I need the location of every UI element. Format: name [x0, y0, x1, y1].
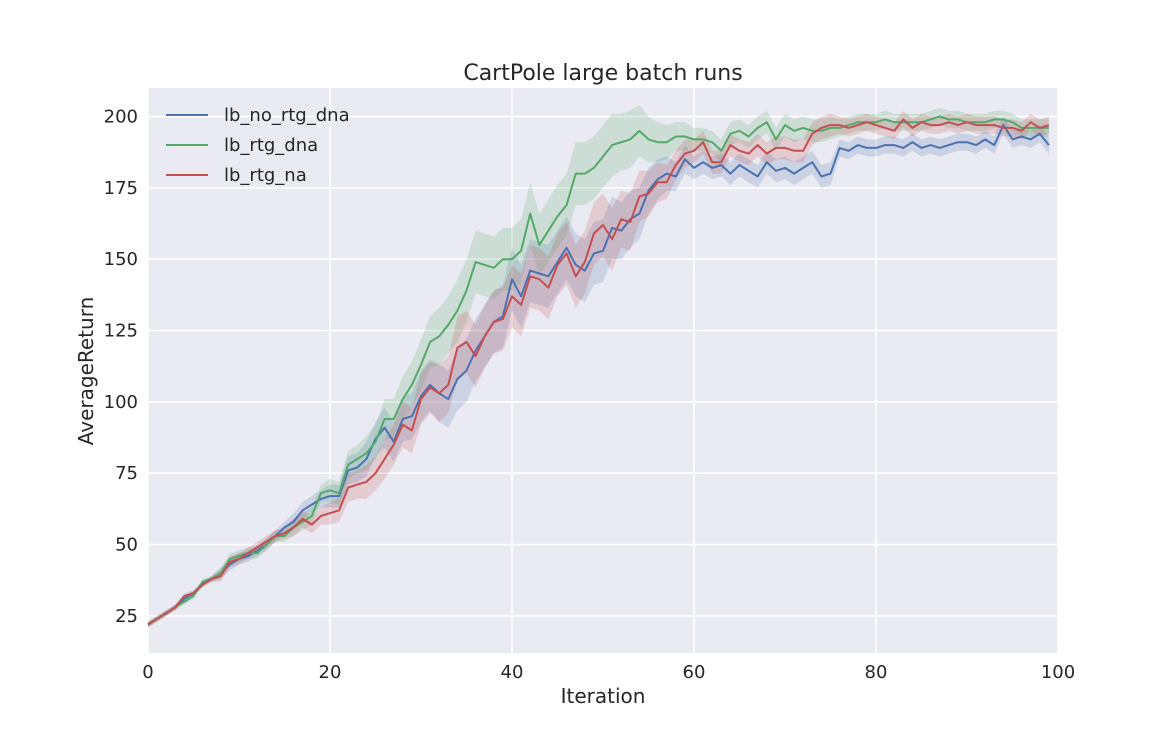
grid-lines — [147, 88, 1059, 653]
y-tick-label: 125 — [104, 321, 138, 342]
legend-label-lb_rtg_na: lb_rtg_na — [224, 165, 307, 186]
x-tick-labels: 0 20 40 60 80 100 — [142, 662, 1075, 683]
y-tick-label: 25 — [115, 606, 138, 627]
confidence-bands — [148, 105, 1049, 628]
x-axis-title: Iteration — [561, 684, 646, 708]
y-tick-label: 150 — [104, 249, 138, 270]
line-lb_rtg_dna — [147, 115, 1049, 626]
y-tick-label: 175 — [104, 178, 138, 199]
x-tick-label: 40 — [501, 662, 524, 683]
y-tick-label: 75 — [115, 463, 138, 484]
line-lb_no_rtg_dna — [147, 124, 1050, 626]
y-tick-label: 100 — [104, 392, 138, 413]
y-axis-title: AverageReturn — [74, 297, 98, 446]
x-tick-label: 20 — [319, 662, 342, 683]
x-tick-label: 60 — [683, 662, 706, 683]
chart-title: CartPole large batch runs — [463, 61, 742, 86]
y-tick-label: 50 — [115, 535, 138, 556]
x-tick-label: 100 — [1041, 662, 1075, 683]
series-lines — [147, 115, 1050, 626]
x-tick-label: 0 — [142, 662, 153, 683]
plot-area — [148, 88, 1058, 653]
line-lb_rtg_na — [147, 118, 1050, 626]
legend-label-lb_rtg_dna: lb_rtg_dna — [224, 135, 318, 156]
legend-label-lb_no_rtg_dna: lb_no_rtg_dna — [224, 105, 350, 126]
x-tick-label: 80 — [865, 662, 888, 683]
legend: lb_no_rtg_dna lb_rtg_dna lb_rtg_na — [166, 105, 350, 186]
y-tick-label: 200 — [104, 107, 138, 128]
band-lb_rtg_na — [148, 110, 1049, 628]
y-tick-labels: 25 50 75 100 125 150 175 200 — [104, 107, 138, 627]
